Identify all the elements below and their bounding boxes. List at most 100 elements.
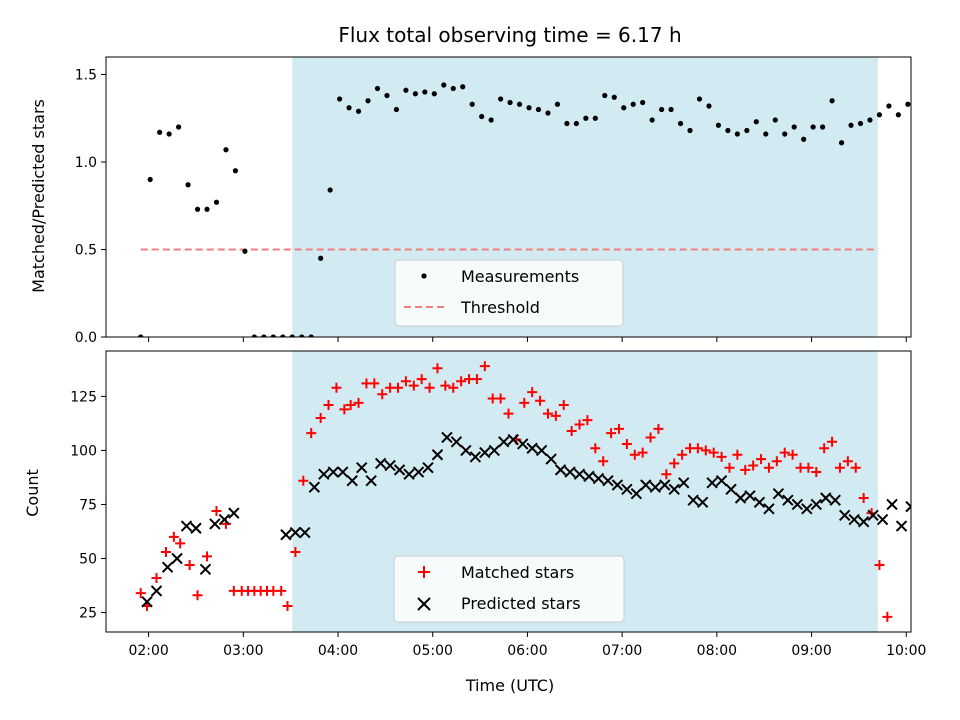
top-plot-area xyxy=(138,82,911,337)
predicted-star-point xyxy=(696,496,709,509)
matched-star-point xyxy=(748,460,759,471)
matched-star-point xyxy=(763,462,774,473)
matched-star-point xyxy=(424,382,435,393)
matched-star-point xyxy=(353,397,364,408)
legend-matched-label: Matched stars xyxy=(461,563,574,582)
legend-measurements-marker xyxy=(421,273,427,279)
measurement-point xyxy=(630,101,636,107)
predicted-star-point xyxy=(905,500,911,513)
predicted-star-point xyxy=(592,472,605,485)
measurement-point xyxy=(602,92,608,99)
matched-star-point xyxy=(440,380,451,391)
predicted-star-point xyxy=(346,474,358,487)
predicted-star-point xyxy=(801,503,813,515)
bottom-series-1 xyxy=(141,431,911,608)
measurement-point xyxy=(659,106,665,113)
top-axes-frame xyxy=(105,56,912,338)
measurement-point xyxy=(895,112,901,118)
measurement-point xyxy=(337,96,343,102)
matched-star-point xyxy=(331,382,342,393)
matched-star-point xyxy=(708,447,719,458)
measurement-point xyxy=(725,127,731,134)
measurement-point xyxy=(223,147,229,153)
predicted-star-point xyxy=(573,468,586,480)
predicted-star-point xyxy=(876,513,889,526)
matched-star-point xyxy=(874,559,885,570)
matched-star-point xyxy=(677,449,688,460)
predicted-star-point xyxy=(431,449,444,461)
matched-star-point xyxy=(290,547,301,558)
x-tick-label: 08:00 xyxy=(697,643,737,659)
predicted-star-point xyxy=(554,464,567,476)
predicted-star-point xyxy=(190,522,202,534)
matched-star-point xyxy=(653,423,664,434)
bottom-y-tick-label: 50 xyxy=(79,552,97,568)
measurement-point xyxy=(194,206,201,212)
measurement-point xyxy=(393,106,400,113)
predicted-star-point xyxy=(895,520,908,532)
matched-star-point xyxy=(629,449,640,460)
measurement-point xyxy=(176,124,182,130)
predicted-star-point xyxy=(469,451,482,463)
predicted-star-point xyxy=(564,466,576,478)
measurement-point xyxy=(848,122,854,128)
matched-star-point xyxy=(168,531,179,542)
predicted-star-point xyxy=(734,492,747,504)
top-legend-frame xyxy=(394,259,624,327)
chart-title: Flux total observing time = 6.17 h xyxy=(338,23,681,47)
matched-star-point xyxy=(495,393,506,404)
x-tick-label: 02:00 xyxy=(128,643,168,659)
measurement-point xyxy=(583,115,589,121)
predicted-star-point xyxy=(141,596,153,608)
matched-star-point xyxy=(582,415,593,426)
matched-star-point xyxy=(700,445,711,456)
measurement-point xyxy=(838,140,845,146)
measurement-point xyxy=(545,110,551,116)
predicted-star-point xyxy=(867,509,879,521)
x-tick-label: 03:00 xyxy=(223,643,263,659)
top-y-tick-label: 0.0 xyxy=(75,330,97,346)
matched-star-point xyxy=(819,443,830,454)
measurement-point xyxy=(479,113,485,120)
matched-star-point xyxy=(175,538,186,549)
matched-star-point xyxy=(542,408,553,419)
measurement-point xyxy=(242,248,248,254)
measurement-point xyxy=(801,136,807,142)
top-legend: Measurements Threshold xyxy=(394,259,624,327)
measurement-point xyxy=(820,124,826,130)
measurement-point xyxy=(374,85,381,92)
predicted-star-point xyxy=(886,498,898,511)
matched-star-point xyxy=(202,551,213,562)
measurement-point xyxy=(507,99,513,106)
predicted-star-point xyxy=(365,474,377,487)
predicted-star-point xyxy=(687,494,699,506)
measurement-point xyxy=(261,334,267,337)
measurement-point xyxy=(355,108,362,114)
predicted-star-point xyxy=(422,462,434,474)
matched-star-point xyxy=(637,447,648,458)
x-tick-label: 04:00 xyxy=(318,643,358,659)
measurement-point xyxy=(715,122,722,128)
predicted-star-point xyxy=(150,585,163,597)
predicted-star-point xyxy=(602,474,614,487)
predicted-star-point xyxy=(753,496,766,509)
measurement-point xyxy=(516,101,523,107)
predicted-star-point xyxy=(583,470,595,483)
predicted-star-point xyxy=(199,563,212,576)
bottom-y-tick-label: 25 xyxy=(79,606,97,622)
matched-star-point xyxy=(393,382,404,393)
predicted-star-point xyxy=(488,444,501,457)
matched-star-point xyxy=(827,436,838,447)
measurement-point xyxy=(147,176,153,183)
measurement-point xyxy=(289,334,295,337)
matched-star-point xyxy=(692,443,703,454)
predicted-star-point xyxy=(450,436,463,448)
predicted-star-point xyxy=(630,487,643,500)
measurement-point xyxy=(867,117,873,123)
matched-star-point xyxy=(400,376,411,387)
measurement-point xyxy=(535,106,542,113)
measurement-point xyxy=(213,199,220,205)
matched-star-point xyxy=(574,419,585,430)
measurement-point xyxy=(611,94,617,100)
predicted-star-point xyxy=(649,481,662,493)
